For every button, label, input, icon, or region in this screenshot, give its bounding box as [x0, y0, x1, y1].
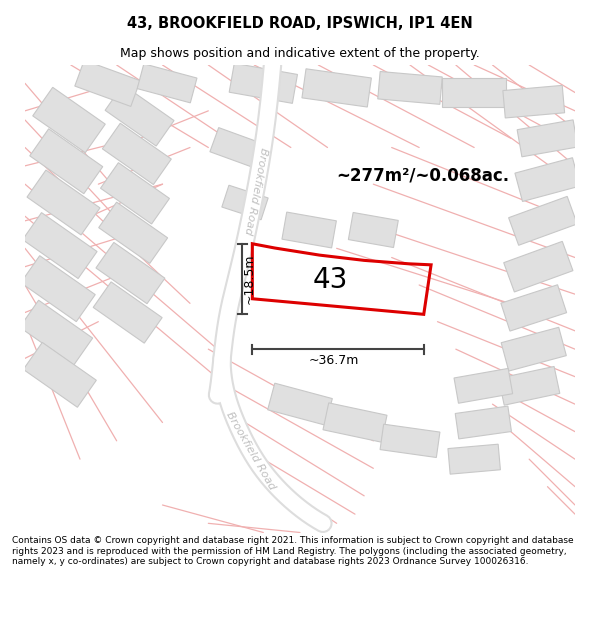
Polygon shape: [455, 406, 511, 439]
Text: 43: 43: [313, 266, 349, 294]
Polygon shape: [137, 64, 197, 103]
Polygon shape: [378, 71, 442, 104]
Text: ~36.7m: ~36.7m: [308, 354, 359, 367]
Polygon shape: [515, 158, 580, 201]
Polygon shape: [229, 63, 298, 103]
Polygon shape: [503, 86, 565, 118]
Polygon shape: [30, 129, 103, 194]
Polygon shape: [349, 213, 398, 248]
Polygon shape: [454, 368, 512, 403]
Polygon shape: [501, 285, 566, 331]
Polygon shape: [98, 202, 167, 263]
Polygon shape: [103, 123, 172, 184]
Polygon shape: [101, 162, 169, 224]
Polygon shape: [93, 282, 162, 343]
Polygon shape: [442, 78, 506, 107]
Text: Brookfield Road: Brookfield Road: [224, 411, 277, 492]
Polygon shape: [75, 60, 140, 106]
Text: Contains OS data © Crown copyright and database right 2021. This information is : Contains OS data © Crown copyright and d…: [12, 536, 574, 566]
Polygon shape: [380, 424, 440, 458]
Text: 43, BROOKFIELD ROAD, IPSWICH, IP1 4EN: 43, BROOKFIELD ROAD, IPSWICH, IP1 4EN: [127, 16, 473, 31]
Polygon shape: [210, 127, 262, 168]
Text: Map shows position and indicative extent of the property.: Map shows position and indicative extent…: [120, 47, 480, 60]
Polygon shape: [23, 342, 97, 408]
Polygon shape: [33, 88, 105, 152]
Polygon shape: [21, 256, 95, 322]
Polygon shape: [499, 366, 560, 405]
Polygon shape: [268, 383, 332, 425]
Polygon shape: [302, 69, 371, 107]
Polygon shape: [23, 213, 97, 279]
Polygon shape: [105, 85, 174, 146]
Polygon shape: [323, 403, 387, 442]
Polygon shape: [27, 170, 100, 235]
Polygon shape: [222, 185, 268, 220]
Polygon shape: [282, 212, 337, 248]
Polygon shape: [501, 328, 566, 371]
Polygon shape: [96, 242, 165, 304]
Polygon shape: [20, 300, 92, 365]
Polygon shape: [504, 241, 573, 292]
Text: ~277m²/~0.068ac.: ~277m²/~0.068ac.: [337, 166, 510, 184]
Polygon shape: [517, 120, 578, 157]
Text: Brookfield Road: Brookfield Road: [242, 146, 269, 235]
Polygon shape: [448, 444, 500, 474]
Polygon shape: [509, 196, 577, 245]
Text: ~18.5m: ~18.5m: [242, 254, 256, 304]
